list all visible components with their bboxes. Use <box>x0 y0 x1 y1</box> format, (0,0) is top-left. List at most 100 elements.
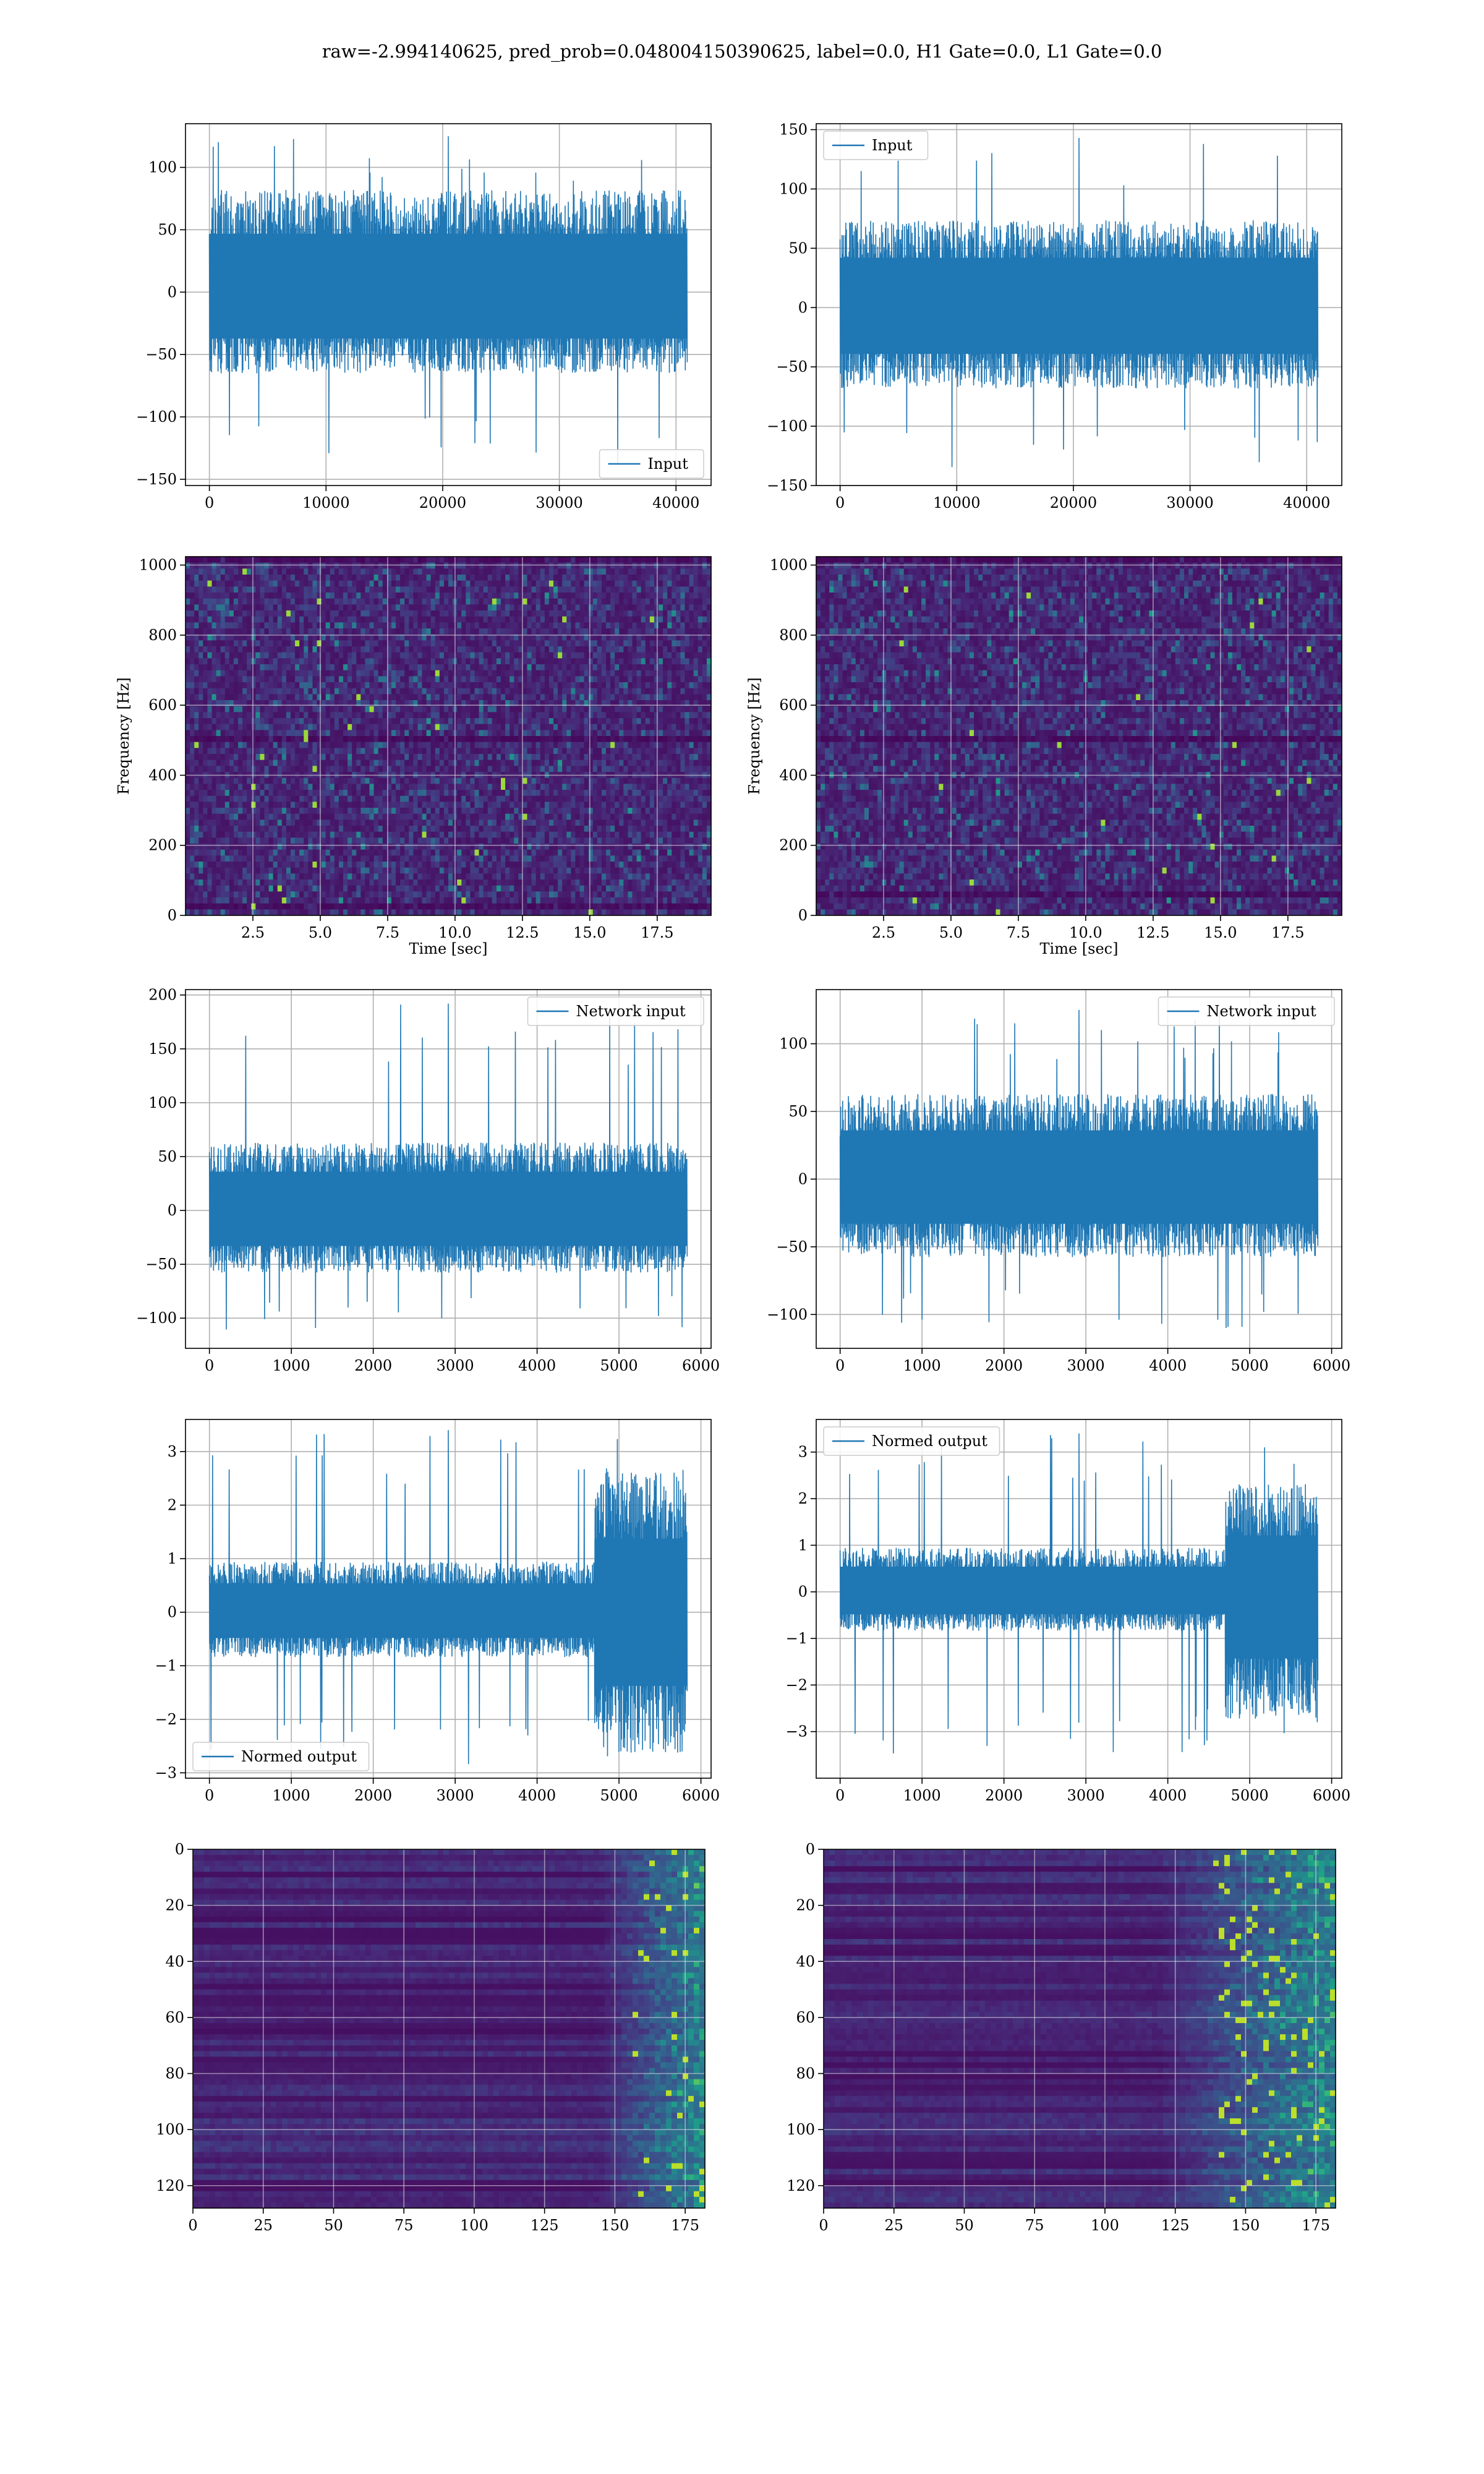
heatmap-cell <box>308 557 313 563</box>
heatmap-cell <box>435 736 440 742</box>
heatmap-cell <box>383 760 388 766</box>
heatmap-cell <box>299 622 304 628</box>
heatmap-cell <box>492 718 497 724</box>
heatmap-cell <box>501 610 506 617</box>
heatmap-cell <box>637 599 642 605</box>
heatmap-cell <box>234 742 239 748</box>
heatmap-cell <box>558 610 563 617</box>
heatmap-cell <box>251 742 256 748</box>
heatmap-cell <box>322 628 326 635</box>
heatmap-cell <box>466 748 471 754</box>
heatmap-cell <box>571 646 576 653</box>
heatmap-cell <box>234 766 239 772</box>
heatmap-cell <box>234 653 239 659</box>
heatmap-cell <box>282 586 287 593</box>
heatmap-cell <box>694 557 699 563</box>
heatmap-cell <box>633 604 638 610</box>
heatmap-cell <box>637 760 642 766</box>
heatmap-cell <box>510 676 514 682</box>
heatmap-cell <box>295 688 300 695</box>
heatmap-cell <box>265 653 270 659</box>
heatmap-cell <box>497 718 501 724</box>
heatmap-cell <box>689 712 694 718</box>
heatmap-cell <box>527 742 532 748</box>
heatmap-cell <box>356 760 361 766</box>
heatmap-cell <box>435 718 440 724</box>
heatmap-cell <box>505 790 510 796</box>
heatmap-cell <box>278 563 283 569</box>
heatmap-cell <box>680 628 685 635</box>
heatmap-cell <box>510 593 514 599</box>
heatmap-cell <box>304 754 309 760</box>
heatmap-cell <box>637 593 642 599</box>
heatmap-cell <box>413 599 418 605</box>
heatmap-cell <box>466 778 471 784</box>
heatmap-cell <box>269 622 274 628</box>
heatmap-cell <box>400 610 405 617</box>
heatmap-cell <box>404 796 409 802</box>
heatmap-cell <box>383 610 388 617</box>
heatmap-cell <box>221 694 226 700</box>
heatmap-cell <box>698 694 703 700</box>
heatmap-cell <box>571 712 576 718</box>
heatmap-cell <box>295 604 300 610</box>
heatmap-cell <box>444 599 449 605</box>
heatmap-cell <box>391 754 396 760</box>
heatmap-cell <box>497 622 501 628</box>
heatmap-cell <box>260 557 265 563</box>
heatmap-cell <box>610 796 615 802</box>
heatmap-cell <box>606 694 611 700</box>
heatmap-cell <box>431 676 436 682</box>
heatmap-cell <box>522 790 527 796</box>
heatmap-cell <box>553 706 558 713</box>
heatmap-cell <box>431 622 436 628</box>
heatmap-cell <box>352 784 357 790</box>
heatmap-cell <box>404 742 409 748</box>
heatmap-cell <box>492 563 497 569</box>
heatmap-cell <box>186 568 190 575</box>
heatmap-cell <box>308 610 313 617</box>
heatmap-cell <box>448 694 453 700</box>
heatmap-cell <box>440 575 445 581</box>
heatmap-cell <box>470 796 475 802</box>
heatmap-cell <box>417 628 422 635</box>
heatmap-cell <box>457 664 462 670</box>
heatmap-cell <box>247 778 252 784</box>
heatmap-cell <box>475 670 480 677</box>
heatmap-cell <box>225 670 230 677</box>
heatmap-cell <box>510 688 514 695</box>
heatmap-cell <box>322 790 326 796</box>
heatmap-cell <box>335 742 339 748</box>
heatmap-cell <box>484 676 488 682</box>
heatmap-cell <box>492 610 497 617</box>
heatmap-cell <box>326 712 331 718</box>
heatmap-cell <box>545 766 550 772</box>
heatmap-cell <box>676 581 681 587</box>
heatmap-cell <box>510 706 514 713</box>
heatmap-cell <box>343 557 348 563</box>
heatmap-cell <box>702 622 707 628</box>
heatmap-cell <box>265 670 270 677</box>
heatmap-cell <box>514 653 519 659</box>
heatmap-cell <box>479 712 484 718</box>
heatmap-cell <box>286 599 291 605</box>
heatmap-cell <box>247 730 252 736</box>
heatmap-cell <box>339 586 344 593</box>
heatmap-cell <box>207 748 212 754</box>
heatmap-cell <box>308 742 313 748</box>
heatmap-cell <box>374 766 379 772</box>
heatmap-cell <box>348 664 352 670</box>
heatmap-cell <box>378 736 383 742</box>
heatmap-cell <box>348 640 352 646</box>
heatmap-cell <box>391 760 396 766</box>
heatmap-cell <box>497 682 501 688</box>
heatmap-cell <box>225 682 230 688</box>
heatmap-cell <box>343 748 348 754</box>
heatmap-cell <box>672 599 676 605</box>
heatmap-cell <box>273 790 278 796</box>
heatmap-cell <box>317 676 322 682</box>
heatmap-cell <box>221 568 226 575</box>
heatmap-cell <box>615 724 620 730</box>
heatmap-cell <box>466 676 471 682</box>
heatmap-cell <box>663 664 668 670</box>
